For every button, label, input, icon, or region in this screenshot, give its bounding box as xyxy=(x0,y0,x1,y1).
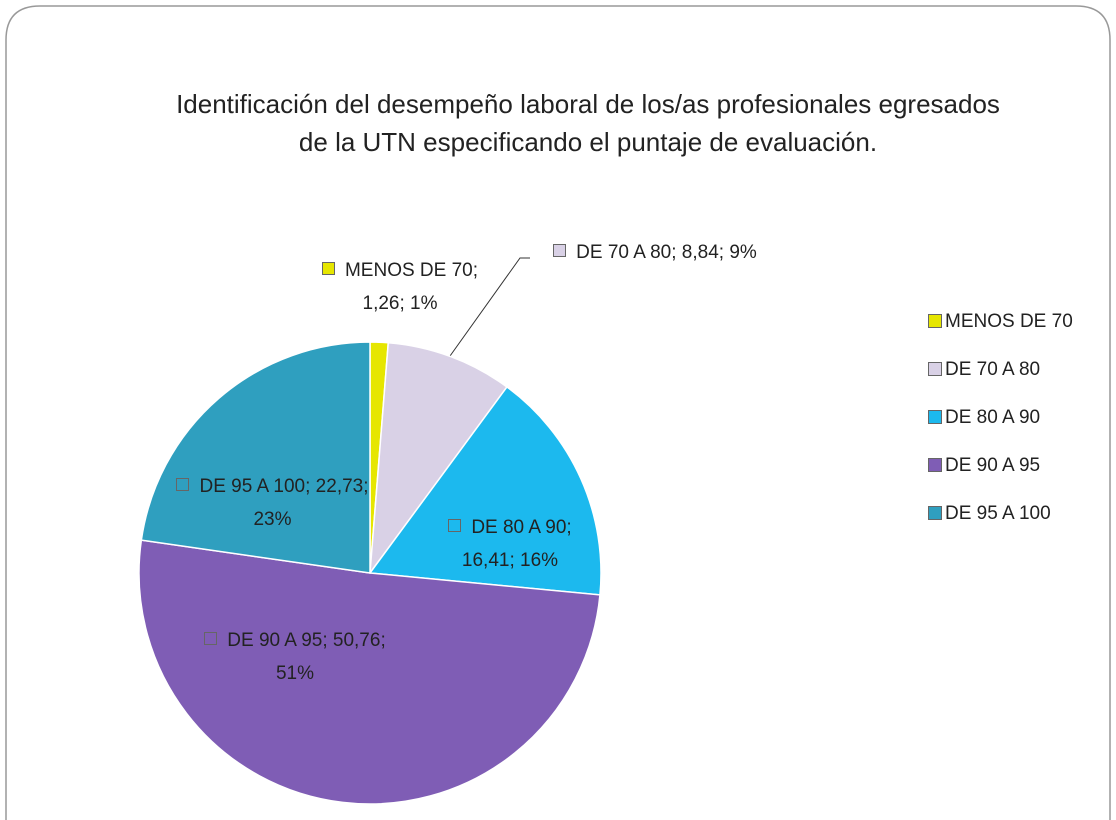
text: DE 80 A 90 xyxy=(945,407,1041,428)
marker xyxy=(928,410,942,424)
marker xyxy=(928,314,942,328)
text: DE 95 A 100 xyxy=(945,503,1051,524)
legend-entry: DE 70 A 80 xyxy=(928,359,1040,381)
chart-title: Identificación del desempeño laboral de … xyxy=(176,89,1000,157)
legend-entry: DE 90 A 95 xyxy=(928,455,1040,477)
text: DE 70 A 80 xyxy=(945,359,1041,380)
text: DE 70 A 80; 8,84; 9% xyxy=(576,242,757,263)
frame xyxy=(5,5,1111,820)
marker xyxy=(321,262,335,275)
pie-slice xyxy=(140,341,371,574)
text: MENOS DE 70 xyxy=(945,311,1073,332)
data-label: DE 95 A 100; 22,73; 23% xyxy=(175,470,370,536)
data-label: DE 90 A 95; 50,76; 51% xyxy=(195,624,395,690)
legend-entry: DE 95 A 100 xyxy=(928,503,1051,525)
data-label: MENOS DE 70; 1,26; 1% xyxy=(300,254,500,320)
text: DE 80 A 90; 16,41; 16% xyxy=(461,517,572,571)
pie-slice xyxy=(369,341,508,576)
text: DE 90 A 95; 50,76; 51% xyxy=(227,630,386,684)
pie-slice xyxy=(138,539,601,805)
leader-line xyxy=(449,257,530,357)
data-label: DE 80 A 90; 16,41; 16% xyxy=(425,511,595,577)
data-label: DE 70 A 80; 8,84; 9% xyxy=(530,236,780,269)
pie-slice xyxy=(368,385,602,596)
legend-entry: DE 80 A 90 xyxy=(928,407,1040,429)
legend-entry: MENOS DE 70 xyxy=(928,311,1073,333)
marker xyxy=(176,478,190,491)
text: MENOS DE 70; 1,26; 1% xyxy=(344,260,479,314)
marker xyxy=(928,458,942,472)
text: DE 95 A 100; 22,73; 23% xyxy=(199,476,369,530)
marker xyxy=(928,506,942,520)
marker xyxy=(448,519,462,532)
marker xyxy=(553,244,567,257)
text: DE 90 A 95 xyxy=(945,455,1041,476)
marker xyxy=(204,632,218,645)
marker xyxy=(928,362,942,376)
